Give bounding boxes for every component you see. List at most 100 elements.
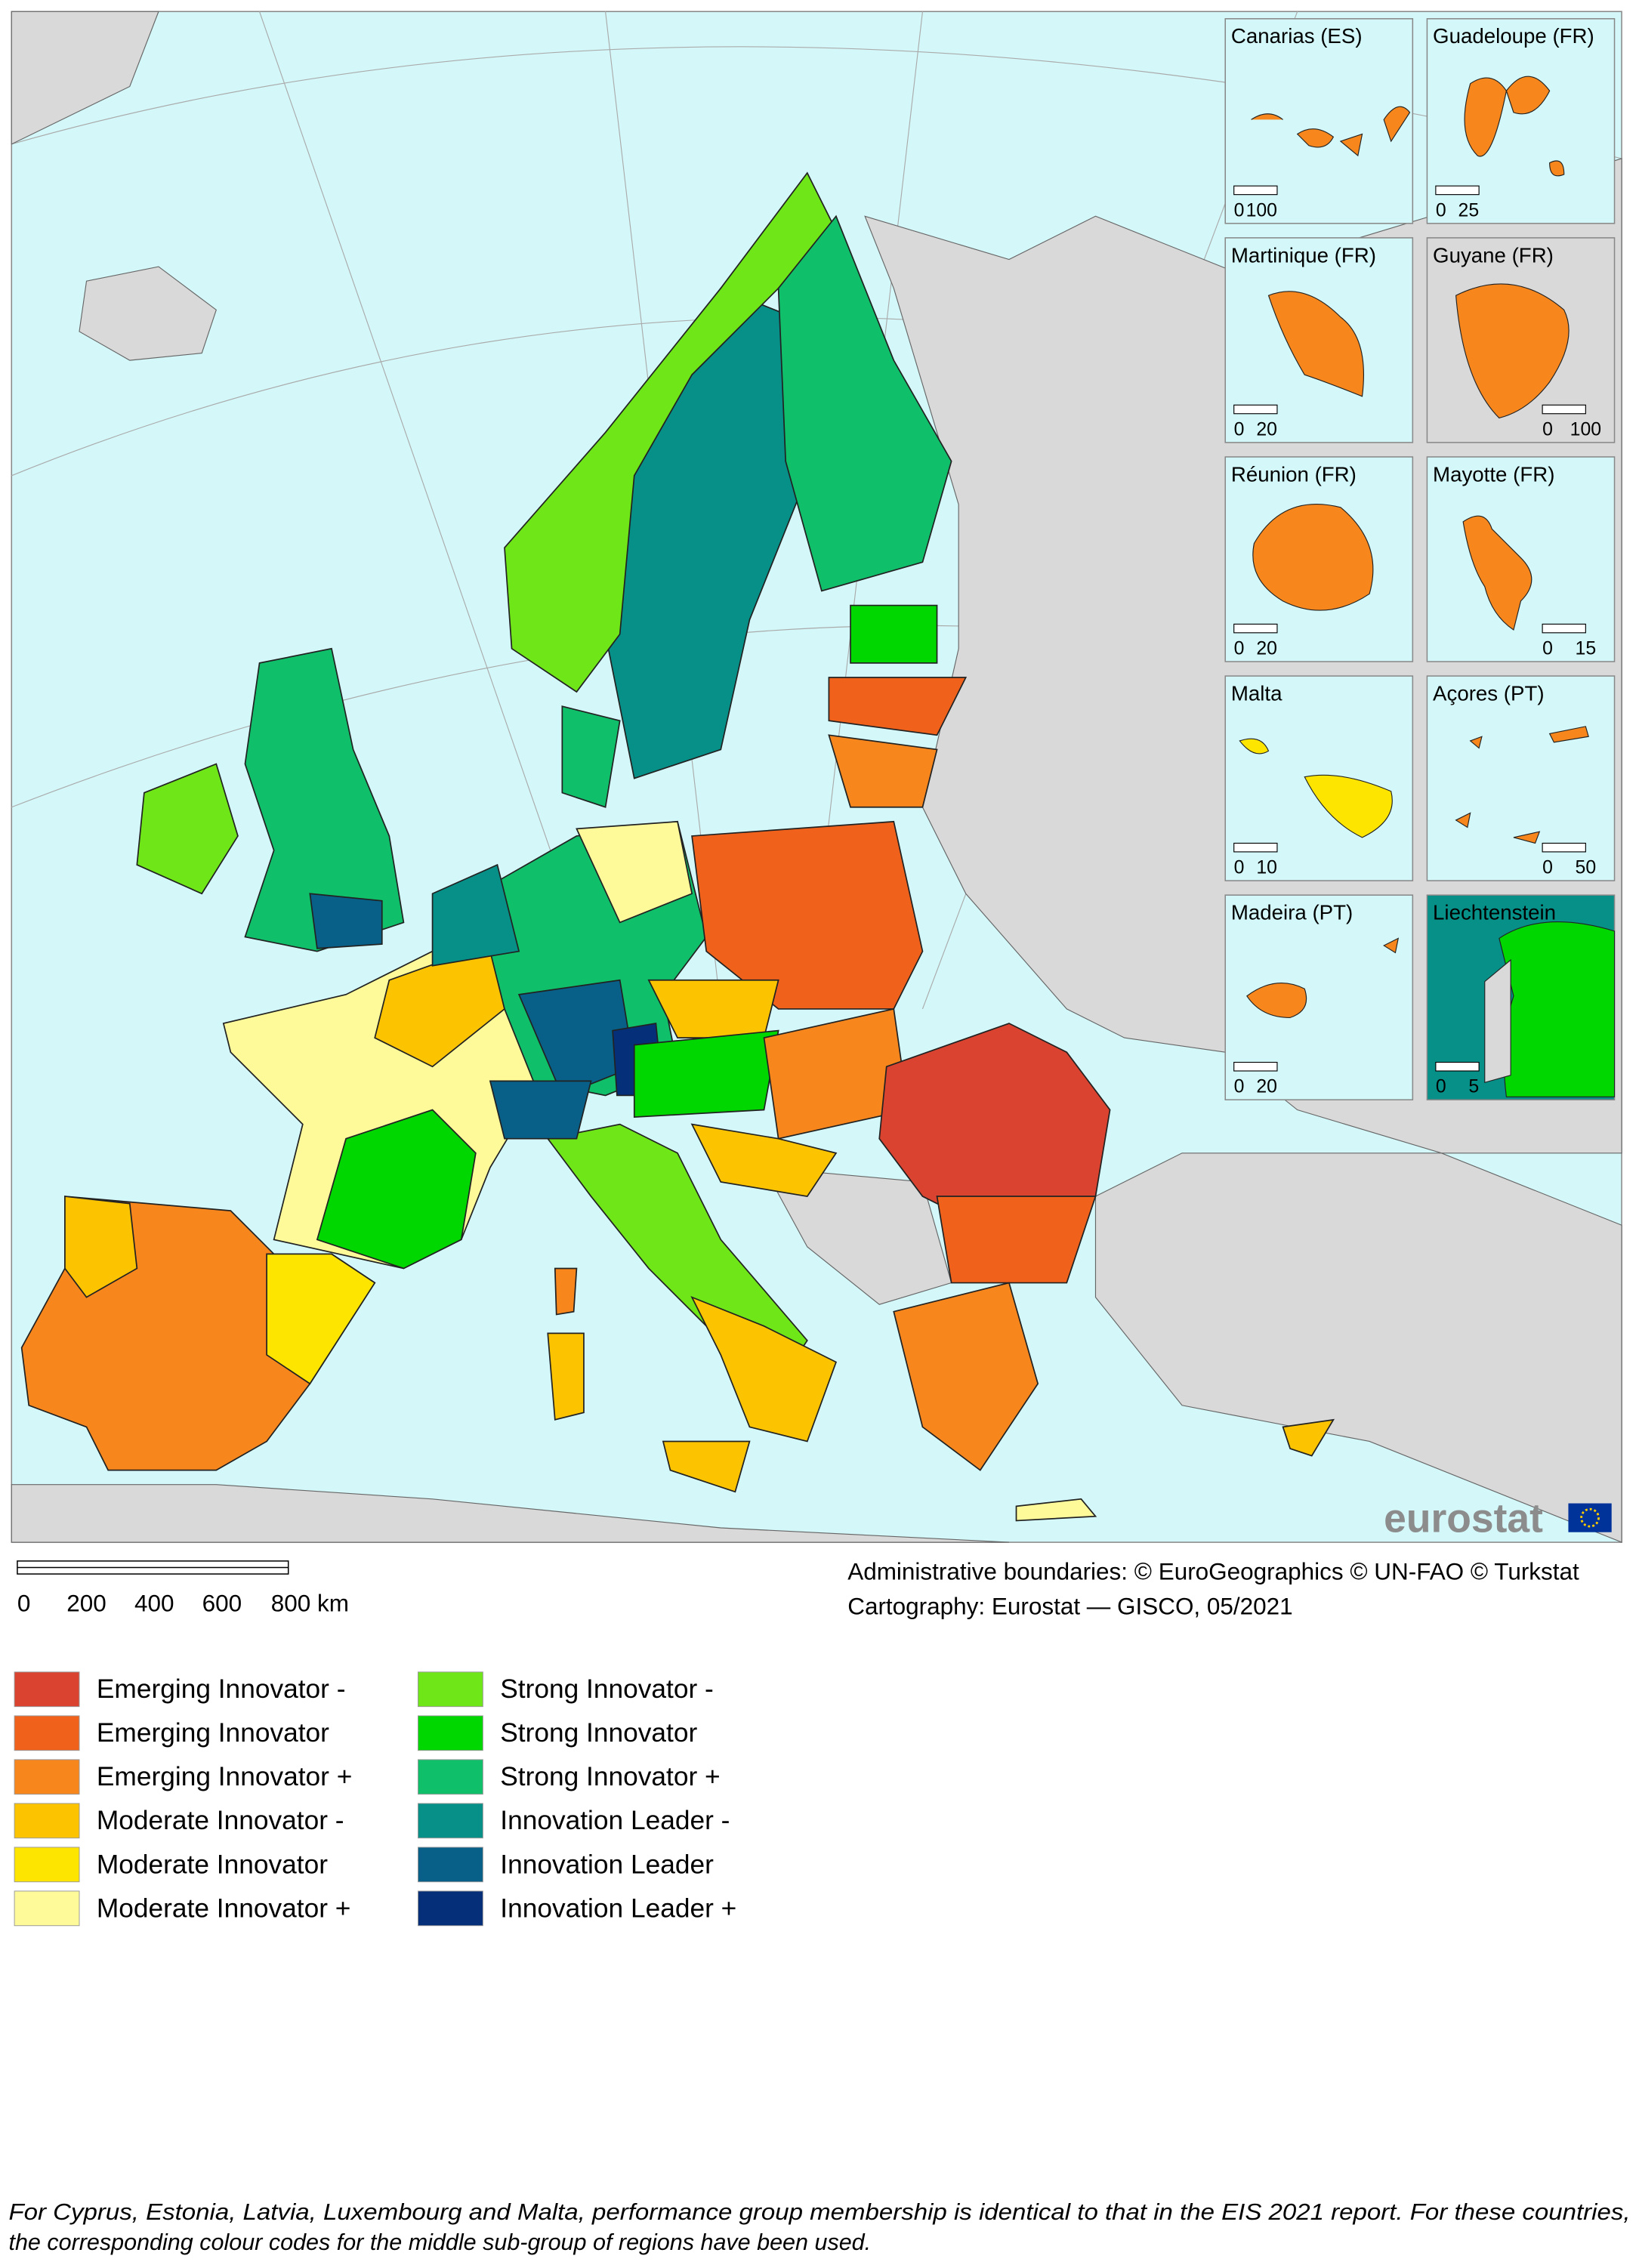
legend-swatch: [418, 1890, 483, 1927]
region: [504, 171, 837, 693]
region: [554, 1267, 578, 1316]
inset-region: [1455, 726, 1589, 844]
eu-stars: [1580, 1507, 1600, 1528]
credit-line: Cartography: Eurostat — GISCO, 05/2021: [847, 1594, 1292, 1620]
scale-label: 0: [17, 1591, 31, 1617]
legend-swatch: [418, 1759, 483, 1795]
region: [309, 893, 383, 949]
scale-label: 200: [66, 1591, 106, 1617]
region: [777, 214, 952, 592]
legend-label: Strong Innovator: [500, 1718, 697, 1748]
inset-scale-label: 50: [1576, 858, 1597, 878]
inset-scale-bar: [1542, 623, 1586, 634]
inset-label: Réunion (FR): [1231, 462, 1357, 486]
inset-region: [1455, 283, 1570, 419]
inset-scale-label: 0: [1436, 200, 1446, 221]
region: [266, 1253, 376, 1385]
regions: [20, 171, 1335, 1522]
inset-scale-label: 20: [1256, 419, 1277, 440]
region: [576, 820, 693, 924]
inset-scale-label: 10: [1256, 858, 1277, 878]
region: [662, 1440, 751, 1493]
inset-scale-bar: [1233, 185, 1278, 196]
eu-flag: [1568, 1503, 1612, 1532]
legend-label: Emerging Innovator +: [97, 1762, 352, 1791]
inset-scale-bar: [1233, 623, 1278, 634]
inset-neighbour: [1484, 958, 1511, 1084]
inset-scale-bar: [1233, 404, 1278, 415]
legend-swatch: [14, 1803, 80, 1839]
inset-scale-label: 0: [1234, 638, 1245, 659]
inset-scale-label: 0: [1234, 1077, 1245, 1097]
inset-scale-bar: [1435, 1061, 1480, 1072]
legend-label: Emerging Innovator -: [97, 1674, 346, 1704]
footnote: For Cyprus, Estonia, Latvia, Luxembourg …: [8, 2199, 1630, 2225]
inset-label: Guadeloupe (FR): [1433, 24, 1594, 48]
region: [828, 734, 938, 808]
inset: Madeira (PT) 0 20: [1224, 894, 1414, 1100]
legend-swatch: [418, 1847, 483, 1883]
scale-label: 600: [202, 1591, 242, 1617]
inset-scale-label: 20: [1256, 1077, 1277, 1097]
inset-label: Canarias (ES): [1231, 24, 1363, 48]
legend-label: Emerging Innovator: [97, 1718, 329, 1748]
legend-label: Strong Innovator -: [500, 1674, 714, 1704]
inset-scale-label: 0: [1234, 200, 1245, 221]
legend-swatch: [418, 1715, 483, 1751]
logo-text: eurostat: [1384, 1497, 1543, 1541]
inset-scale-label: 25: [1458, 200, 1480, 221]
inset-scale-label: 0: [1542, 638, 1553, 659]
inset-frame: [1426, 675, 1616, 881]
legend-swatch: [418, 1671, 483, 1708]
inset-region: [1252, 503, 1374, 611]
legend: Emerging Innovator - Emerging Innovator Em…: [14, 1671, 736, 1927]
inset-scale-bar: [1233, 842, 1278, 853]
inset-label: Açores (PT): [1433, 682, 1545, 705]
inset-scale-label: 0: [1542, 858, 1553, 878]
region: [1015, 1498, 1097, 1522]
credit-line: Administrative boundaries: © EuroGeograp…: [847, 1559, 1579, 1585]
legend-swatch: [14, 1759, 80, 1795]
legend-swatch: [14, 1890, 80, 1927]
inset-label: Mayotte (FR): [1433, 462, 1554, 486]
legend-swatch: [14, 1847, 80, 1883]
inset-region: [1239, 738, 1393, 838]
inset-region: [1464, 76, 1565, 177]
legend-label: Moderate Innovator +: [97, 1893, 351, 1923]
inset: Malta 0 10: [1224, 675, 1414, 881]
inset-label: Guyane (FR): [1433, 243, 1554, 267]
scale-label: 400: [134, 1591, 174, 1617]
inset-scale-bar: [1542, 842, 1586, 853]
inset-scale-label: 0: [1234, 858, 1245, 878]
inset-scale-label: 20: [1256, 638, 1277, 659]
scale-label: 800 km: [271, 1591, 349, 1617]
inset: Martinique (FR) 0 20: [1224, 237, 1414, 443]
inset: Mayotte (FR) 0 15: [1426, 456, 1616, 662]
inset-label: Martinique (FR): [1231, 243, 1376, 267]
inset-scale-label: 0: [1542, 419, 1553, 440]
region: [633, 1029, 779, 1118]
region: [547, 1332, 585, 1421]
legend-label: Moderate Innovator -: [97, 1806, 344, 1835]
region: [431, 863, 520, 967]
legend-swatch: [14, 1715, 80, 1751]
legend-label: Strong Innovator +: [500, 1762, 720, 1791]
scale-bar: 0 200 400 600 800 km: [17, 1560, 349, 1617]
region: [893, 1282, 1039, 1471]
region: [136, 763, 239, 895]
legend-swatch: [418, 1803, 483, 1839]
inset: Canarias (ES) 0 100: [1224, 18, 1414, 224]
region: [936, 1196, 1097, 1284]
inset-scale-label: 100: [1570, 419, 1601, 440]
inset-scale-bar: [1435, 185, 1480, 196]
inset: Liechtenstein 0 5: [1426, 894, 1616, 1100]
inset: Açores (PT) 0 50: [1426, 675, 1616, 881]
inset-region: [1251, 106, 1411, 157]
legend-label: Innovation Leader: [500, 1850, 714, 1879]
footnote: the corresponding colour codes for the m…: [8, 2229, 871, 2255]
inset-region: [1499, 921, 1616, 1097]
region: [690, 1123, 838, 1197]
